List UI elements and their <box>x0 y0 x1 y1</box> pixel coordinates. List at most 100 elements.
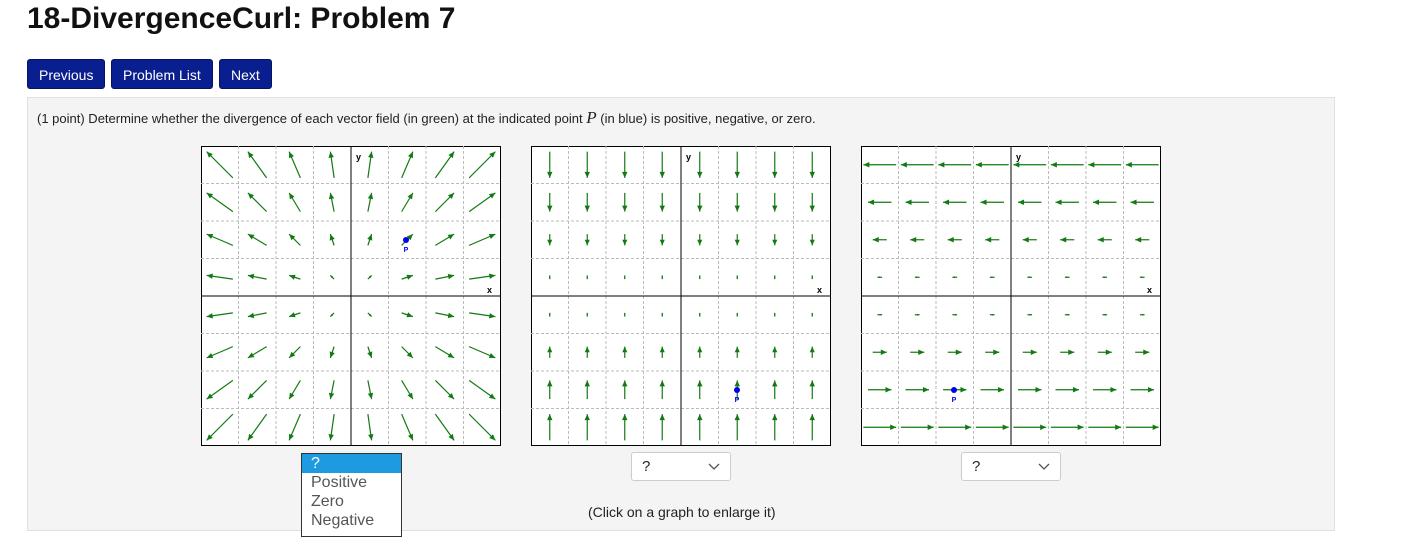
chevron <box>1038 463 1050 470</box>
arrow-head <box>952 276 955 279</box>
note: (Click on a graph to enlarge it) <box>588 504 776 520</box>
selected-value: ? <box>972 458 981 475</box>
arrow-head <box>965 424 972 430</box>
arrow-head <box>947 237 954 243</box>
arrow-head <box>661 312 664 315</box>
arrow-head <box>206 234 214 239</box>
vector-field-graph[interactable]: y x P <box>201 146 501 446</box>
arrow-head <box>489 151 496 158</box>
arrow-head <box>622 380 628 387</box>
arrow-head <box>547 239 553 246</box>
arrow-head <box>1027 276 1030 279</box>
arrow-head <box>206 313 213 319</box>
arrow-head <box>547 171 553 178</box>
arrow-head <box>206 192 214 199</box>
x-axis-label: x <box>487 285 492 295</box>
point-label: P <box>735 397 740 404</box>
arrow-head <box>938 162 945 168</box>
arrow-head <box>488 192 496 199</box>
arrow-head <box>1142 313 1145 316</box>
arrow-head <box>206 393 214 400</box>
arrow-head <box>547 346 553 353</box>
option[interactable]: Positive <box>311 474 368 491</box>
arrow-head <box>247 433 254 441</box>
arrow-head <box>368 151 374 158</box>
arrow-head <box>289 392 295 400</box>
arrow-head <box>736 277 739 280</box>
arrow-head <box>993 349 1000 355</box>
arrow-head <box>408 433 413 441</box>
arrow-head <box>447 352 455 358</box>
arrow-head <box>289 312 296 318</box>
arrow-head <box>584 171 590 178</box>
vector-arrow <box>468 413 496 441</box>
arrow-head <box>659 239 665 246</box>
arrow-head <box>772 346 778 353</box>
arrow-head <box>1102 276 1105 279</box>
arrow-head <box>247 151 254 159</box>
arrow-head <box>659 346 665 353</box>
arrow-head <box>622 171 628 178</box>
chevron <box>708 463 720 470</box>
arrow-head <box>1018 199 1025 205</box>
arrow-head <box>885 387 892 393</box>
arrow-head <box>1077 424 1084 430</box>
arrow-head <box>289 433 294 441</box>
arrow-head <box>697 239 703 246</box>
option[interactable]: Zero <box>311 493 344 510</box>
arrow-head <box>1135 237 1142 243</box>
problem-list-button[interactable]: Problem List <box>111 59 213 89</box>
arrow-head <box>447 312 455 319</box>
answer-select[interactable]: ? <box>631 452 731 481</box>
arrow-head <box>697 346 703 353</box>
arrow-head <box>811 277 814 280</box>
arrow-head <box>734 239 740 246</box>
text: (1 point) Determine whether the divergen… <box>37 111 583 126</box>
x-axis-label: x <box>817 285 822 295</box>
arrow-head <box>1088 162 1095 168</box>
arrow-head <box>997 387 1004 393</box>
y-axis-label: y <box>356 152 361 162</box>
arrow-head <box>1130 199 1137 205</box>
arrow-head <box>975 162 982 168</box>
answer-select[interactable]: ? <box>961 452 1061 481</box>
arrow-head <box>809 380 815 387</box>
arrow-head <box>406 351 413 358</box>
arrow-head <box>328 392 335 400</box>
arrow-head <box>247 234 255 240</box>
arrow-head <box>368 313 372 317</box>
point-p <box>734 387 740 393</box>
arrow-head <box>773 277 776 280</box>
arrow-head <box>697 380 703 387</box>
arrow-head <box>1068 349 1075 355</box>
option[interactable]: Negative <box>311 512 375 529</box>
arrow-head <box>489 434 496 441</box>
arrow-head <box>734 205 740 212</box>
arrow-head <box>1030 349 1037 355</box>
arrow-head <box>407 392 413 400</box>
vector-field-graph[interactable]: y x P <box>531 146 831 446</box>
arrow-head <box>586 277 589 280</box>
arrow-head <box>622 239 628 246</box>
arrow-head <box>910 237 917 243</box>
arrow-head <box>809 346 815 353</box>
previous-button[interactable]: Previous <box>27 59 106 89</box>
arrow-head <box>584 380 590 387</box>
arrow-head <box>900 162 907 168</box>
vector-field-graph[interactable]: y x P <box>861 146 1161 446</box>
arrow-head <box>448 433 455 441</box>
arrow-head <box>980 199 987 205</box>
arrow-head <box>247 352 255 358</box>
arrow-head <box>734 346 740 353</box>
arrow-head <box>736 312 739 315</box>
arrow-head <box>954 313 958 316</box>
arrow-head <box>548 277 551 280</box>
arrow-head <box>905 199 912 205</box>
arrow-head <box>547 380 553 387</box>
point-label: P <box>404 247 409 254</box>
arrow-head <box>1152 424 1159 430</box>
option[interactable]: ? <box>302 454 401 473</box>
answer-dropdown-open[interactable]: ? Positive Zero Negative <box>301 453 402 537</box>
next-button[interactable]: Next <box>219 59 272 89</box>
arrow-head <box>809 414 815 421</box>
